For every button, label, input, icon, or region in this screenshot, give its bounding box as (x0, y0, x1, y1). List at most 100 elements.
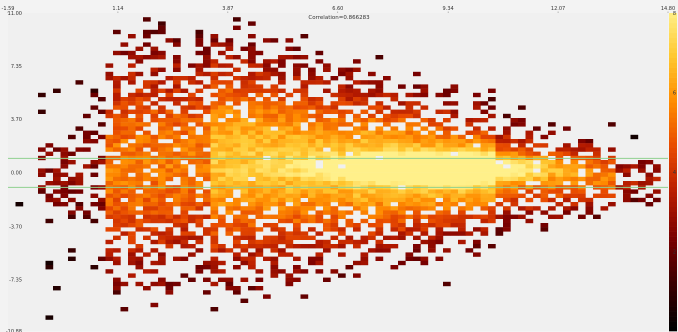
colorbar-swatch (669, 72, 677, 78)
heatmap-cell (330, 197, 339, 203)
heatmap-cell (158, 126, 166, 131)
heatmap-cell (248, 244, 256, 249)
heatmap-cell (270, 147, 279, 152)
heatmap-cell (90, 92, 99, 98)
heatmap-cell (98, 122, 106, 127)
heatmap-cell (413, 197, 421, 203)
heatmap-cell (488, 218, 496, 224)
heatmap-cell (300, 269, 309, 274)
heatmap-cell (360, 164, 369, 169)
heatmap-cell (128, 206, 136, 211)
heatmap-cell (173, 151, 181, 156)
heatmap-cell (278, 109, 286, 114)
heatmap-cell (278, 105, 286, 110)
heatmap-cell (210, 113, 219, 119)
heatmap-cell (398, 160, 406, 165)
colorbar-swatch (669, 167, 677, 173)
heatmap-cell (180, 189, 189, 194)
heatmap-cell (300, 130, 309, 135)
heatmap-cell (503, 193, 511, 198)
heatmap-cell (218, 105, 226, 110)
heatmap-cell (435, 181, 444, 186)
heatmap-cell (150, 218, 159, 224)
heatmap-cell (435, 92, 444, 98)
heatmap-cell (308, 97, 316, 102)
heatmap-cell (540, 143, 549, 148)
heatmap-cell (225, 46, 234, 51)
heatmap-cell (293, 214, 301, 219)
heatmap-cell (278, 122, 286, 127)
heatmap-cell (555, 176, 564, 182)
heatmap-cell (120, 50, 129, 56)
heatmap-cell (188, 214, 196, 219)
heatmap-cell (360, 176, 369, 182)
heatmap-cell (285, 126, 294, 131)
heatmap-cell (188, 80, 196, 85)
heatmap-cell (600, 189, 609, 194)
heatmap-cell (128, 63, 136, 68)
heatmap-cell (105, 76, 114, 81)
heatmap-cell (38, 189, 46, 194)
heatmap-cell (188, 160, 196, 165)
heatmap-cell (390, 109, 399, 114)
heatmap-cell (225, 147, 234, 152)
heatmap-cell (188, 277, 196, 282)
heatmap-cell (653, 164, 661, 169)
heatmap-cell (398, 139, 406, 144)
heatmap-cell (210, 206, 219, 211)
heatmap-cell (368, 197, 376, 203)
heatmap-cell (398, 168, 406, 173)
heatmap-cell (135, 118, 144, 123)
heatmap-cell (540, 160, 549, 165)
heatmap-cell (300, 113, 309, 119)
heatmap-cell (578, 164, 586, 169)
heatmap-cell (263, 71, 271, 77)
heatmap-cell (368, 113, 376, 119)
heatmap-cell (128, 55, 136, 60)
heatmap-cell (128, 239, 136, 245)
heatmap-cell (285, 164, 294, 169)
heatmap-cell (443, 147, 451, 152)
heatmap-cell (525, 151, 534, 156)
colorbar-swatch (669, 67, 677, 73)
heatmap-cell (330, 105, 339, 110)
heatmap-cell (338, 118, 346, 123)
heatmap-cell (510, 176, 519, 182)
heatmap-cell (353, 147, 361, 152)
heatmap-cell (353, 101, 361, 106)
heatmap-cell (473, 105, 481, 110)
heatmap-cell (443, 193, 451, 198)
heatmap-cell (255, 210, 264, 215)
heatmap-cell (278, 139, 286, 144)
heatmap-cell (593, 181, 601, 186)
heatmap-cell (240, 88, 249, 93)
heatmap-cell (113, 168, 121, 173)
heatmap-cell (233, 126, 241, 131)
heatmap-cell (195, 34, 204, 39)
heatmap-cell (518, 139, 526, 144)
heatmap-cell (473, 227, 481, 232)
heatmap-cell (360, 210, 369, 215)
heatmap-cell (143, 122, 151, 127)
heatmap-cell (240, 126, 249, 131)
heatmap-cell (308, 218, 316, 224)
heatmap-cell (165, 76, 174, 81)
heatmap-cell (593, 151, 601, 156)
heatmap-cell (353, 239, 361, 245)
heatmap-cell (278, 118, 286, 123)
heatmap-cell (225, 172, 234, 177)
heatmap-cell (255, 118, 264, 123)
heatmap-cell (375, 256, 384, 261)
heatmap-cell (240, 84, 249, 89)
heatmap-cell (285, 139, 294, 144)
heatmap-cell (68, 160, 76, 165)
heatmap-cell (428, 164, 436, 169)
heatmap-cell (420, 202, 429, 207)
heatmap-cell (510, 197, 519, 203)
heatmap-cell (360, 118, 369, 123)
heatmap-cell (473, 118, 481, 123)
heatmap-cell (188, 193, 196, 198)
heatmap-cell (585, 176, 594, 182)
heatmap-cell (338, 101, 346, 106)
heatmap-cell (450, 202, 459, 207)
